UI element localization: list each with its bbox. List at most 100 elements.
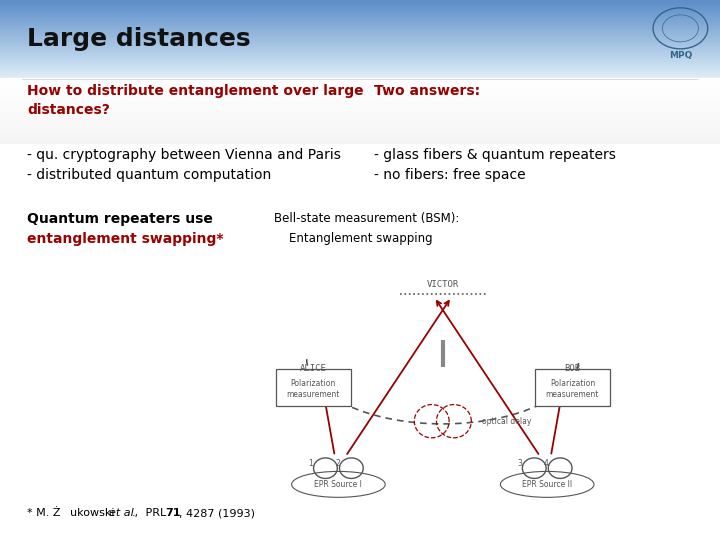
Bar xyxy=(0,22,720,23)
Text: 1: 1 xyxy=(309,459,313,468)
Bar xyxy=(0,120,720,122)
Bar xyxy=(0,129,720,130)
Bar xyxy=(0,78,720,80)
Bar xyxy=(0,37,720,38)
Bar xyxy=(0,53,720,54)
Bar xyxy=(0,0,720,1)
Bar xyxy=(0,31,720,32)
Bar xyxy=(0,62,720,63)
Bar xyxy=(0,3,720,4)
Text: VICTOR: VICTOR xyxy=(427,280,459,289)
Text: - distributed quantum computation: - distributed quantum computation xyxy=(27,168,271,183)
Bar xyxy=(0,117,720,119)
Bar xyxy=(0,30,720,31)
Bar xyxy=(0,85,720,86)
Bar xyxy=(0,25,720,26)
Bar xyxy=(0,49,720,50)
Bar xyxy=(0,99,720,101)
Text: - no fibers: free space: - no fibers: free space xyxy=(374,168,526,183)
Text: 2: 2 xyxy=(336,459,340,468)
Bar xyxy=(0,72,720,73)
Bar xyxy=(0,68,720,69)
Bar xyxy=(0,8,720,9)
Bar xyxy=(0,130,720,132)
Bar xyxy=(0,13,720,14)
Text: 4: 4 xyxy=(544,459,549,468)
Bar xyxy=(0,58,720,59)
Bar xyxy=(0,132,720,133)
Text: How to distribute entanglement over large
distances?: How to distribute entanglement over larg… xyxy=(27,84,364,117)
Bar xyxy=(0,71,720,72)
Text: Entanglement swapping: Entanglement swapping xyxy=(274,232,432,245)
Bar xyxy=(0,26,720,28)
Bar xyxy=(0,104,720,106)
Bar xyxy=(0,19,720,21)
Bar xyxy=(0,21,720,22)
Text: EPR Source II: EPR Source II xyxy=(522,480,572,489)
Text: - glass fibers & quantum repeaters: - glass fibers & quantum repeaters xyxy=(374,148,616,163)
Bar xyxy=(0,28,720,29)
Bar xyxy=(0,93,720,94)
Bar xyxy=(0,69,720,70)
Bar xyxy=(0,44,720,45)
Text: Two answers:: Two answers: xyxy=(374,84,480,98)
Text: * M. Ż: * M. Ż xyxy=(27,508,61,518)
Bar xyxy=(0,77,720,78)
Bar xyxy=(0,59,720,60)
Text: entanglement swapping*: entanglement swapping* xyxy=(27,232,224,246)
Bar xyxy=(0,42,720,43)
Bar xyxy=(0,107,720,109)
Bar xyxy=(0,9,720,10)
Text: ukowski: ukowski xyxy=(70,508,118,518)
Bar xyxy=(0,50,720,51)
Bar xyxy=(0,10,720,11)
FancyBboxPatch shape xyxy=(276,369,351,406)
Text: PRL: PRL xyxy=(142,508,170,518)
Bar xyxy=(0,36,720,37)
Bar xyxy=(0,1,720,2)
Bar xyxy=(0,17,720,18)
Bar xyxy=(0,39,720,40)
Bar xyxy=(0,55,720,56)
Bar xyxy=(0,14,720,15)
Bar xyxy=(0,124,720,125)
Bar xyxy=(0,140,720,141)
Text: ALICE: ALICE xyxy=(300,363,327,373)
Bar xyxy=(0,60,720,62)
Bar xyxy=(0,94,720,96)
Bar xyxy=(0,122,720,124)
Ellipse shape xyxy=(292,471,385,497)
Bar xyxy=(0,65,720,66)
Bar xyxy=(0,114,720,116)
Bar xyxy=(0,34,720,35)
Bar xyxy=(0,7,720,8)
Bar xyxy=(0,29,720,30)
Bar xyxy=(0,57,720,58)
Bar xyxy=(0,51,720,52)
Bar xyxy=(0,70,720,71)
Bar xyxy=(0,6,720,7)
Bar xyxy=(0,76,720,77)
Bar xyxy=(0,5,720,6)
Bar xyxy=(0,52,720,53)
Bar xyxy=(0,2,720,3)
Bar xyxy=(0,24,720,25)
Text: Quantum repeaters use: Quantum repeaters use xyxy=(27,212,213,226)
Bar xyxy=(0,101,720,103)
Bar xyxy=(0,116,720,117)
Bar xyxy=(0,23,720,24)
Bar xyxy=(0,66,720,68)
Text: .,: ., xyxy=(132,508,139,518)
Text: Polarization
measurement: Polarization measurement xyxy=(287,379,340,399)
Bar xyxy=(0,133,720,135)
Bar xyxy=(0,96,720,98)
Bar xyxy=(0,138,720,140)
Bar xyxy=(0,15,720,16)
Bar xyxy=(0,137,720,138)
Bar xyxy=(0,47,720,48)
Text: 71: 71 xyxy=(166,508,181,518)
Text: Polarization
measurement: Polarization measurement xyxy=(546,379,599,399)
Bar xyxy=(0,32,720,33)
Text: Bell-state measurement (BSM):: Bell-state measurement (BSM): xyxy=(274,212,459,225)
Bar xyxy=(0,12,720,13)
